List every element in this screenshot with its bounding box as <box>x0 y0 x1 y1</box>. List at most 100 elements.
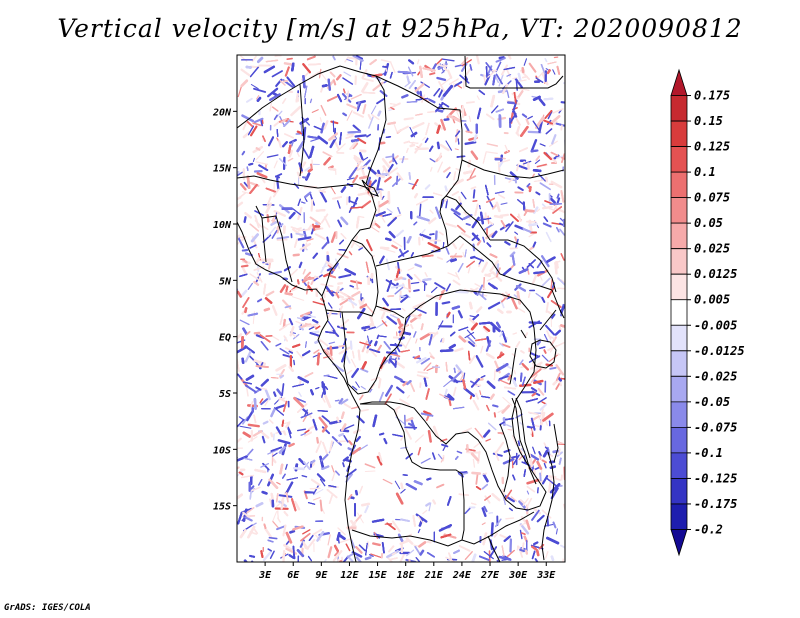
field-speckle <box>446 172 451 179</box>
field-speckle <box>288 442 295 448</box>
field-speckle <box>256 56 264 64</box>
field-speckle <box>509 171 519 180</box>
field-speckle <box>345 543 351 552</box>
field-speckle <box>292 253 300 257</box>
field-speckle <box>254 257 261 265</box>
field-speckle <box>468 115 471 122</box>
field-speckle <box>452 406 465 410</box>
field-speckle <box>531 392 537 397</box>
field-speckle <box>357 349 361 361</box>
field-speckle <box>521 363 529 371</box>
field-speckle <box>465 67 472 76</box>
field-speckle <box>244 307 248 314</box>
field-speckle <box>494 451 500 461</box>
field-speckle <box>335 470 340 476</box>
field-speckle <box>346 177 355 181</box>
field-speckle <box>369 388 373 393</box>
field-speckle <box>547 310 553 316</box>
field-speckle <box>388 545 395 553</box>
field-speckle <box>511 297 518 310</box>
field-speckle <box>260 431 270 439</box>
field-speckle <box>489 393 495 400</box>
field-speckle <box>282 400 288 413</box>
field-speckle <box>245 331 251 336</box>
field-speckle <box>291 141 294 147</box>
field-speckle <box>279 324 288 331</box>
field-speckle <box>394 343 401 353</box>
field-speckle <box>515 341 521 348</box>
field-speckle <box>507 428 513 431</box>
field-speckle <box>365 345 371 354</box>
field-speckle <box>560 253 565 261</box>
field-speckle <box>249 244 257 249</box>
field-speckle <box>418 541 427 548</box>
field-speckle <box>376 176 381 191</box>
field-speckle <box>496 321 501 329</box>
field-speckle <box>264 297 273 304</box>
field-speckle <box>414 83 425 93</box>
field-speckle <box>530 417 536 431</box>
field-speckle <box>486 404 490 412</box>
field-speckle <box>254 117 264 123</box>
field-speckle <box>302 268 306 275</box>
field-speckle <box>321 391 324 398</box>
field-speckle <box>312 528 323 536</box>
field-speckle <box>483 277 485 290</box>
field-speckle <box>464 249 467 258</box>
field-speckle <box>390 314 399 319</box>
field-speckle <box>531 274 538 285</box>
field-speckle <box>427 110 436 113</box>
field-speckle <box>448 343 456 350</box>
field-speckle <box>312 485 319 495</box>
coastlines-and-borders <box>237 55 565 562</box>
field-speckle <box>309 216 322 225</box>
field-speckle <box>343 424 355 430</box>
field-speckle <box>262 135 266 142</box>
field-speckle <box>266 196 272 208</box>
field-speckle <box>359 341 371 346</box>
field-speckle <box>441 443 449 448</box>
field-speckle <box>406 147 409 153</box>
field-speckle <box>344 268 356 276</box>
field-speckle <box>517 213 522 222</box>
field-speckle <box>560 544 565 549</box>
field-speckle <box>400 295 409 303</box>
field-speckle <box>332 55 336 61</box>
field-speckle <box>351 291 361 298</box>
field-speckle <box>269 93 281 101</box>
field-speckle <box>550 336 557 346</box>
field-speckle <box>323 120 329 130</box>
field-speckle <box>249 554 256 558</box>
field-speckle <box>414 263 423 268</box>
field-speckle <box>499 379 511 385</box>
field-speckle <box>388 108 394 112</box>
field-speckle <box>546 256 556 263</box>
field-speckle <box>528 292 531 299</box>
field-speckle <box>318 189 326 193</box>
field-speckle <box>549 197 556 204</box>
field-speckle <box>542 449 549 458</box>
field-speckle <box>532 120 540 131</box>
field-speckle <box>497 431 504 435</box>
field-speckle <box>501 404 511 414</box>
field-speckle <box>385 384 393 397</box>
field-speckle <box>285 492 289 503</box>
field-speckle <box>355 556 362 562</box>
field-speckle <box>389 557 398 561</box>
field-speckle <box>276 388 283 396</box>
field-speckle <box>481 261 488 273</box>
field-speckle <box>383 80 388 84</box>
field-speckle <box>488 282 496 289</box>
field-speckle <box>408 172 412 180</box>
field-speckle <box>346 369 353 375</box>
field-speckle <box>361 69 368 79</box>
field-speckle <box>444 185 448 192</box>
field-speckle <box>326 375 338 379</box>
field-speckle <box>272 213 277 220</box>
field-speckle <box>521 532 526 535</box>
field-speckle <box>438 81 445 92</box>
field-speckle <box>315 387 320 390</box>
field-speckle <box>360 408 369 412</box>
field-speckle <box>321 465 330 470</box>
field-speckle <box>355 435 361 443</box>
